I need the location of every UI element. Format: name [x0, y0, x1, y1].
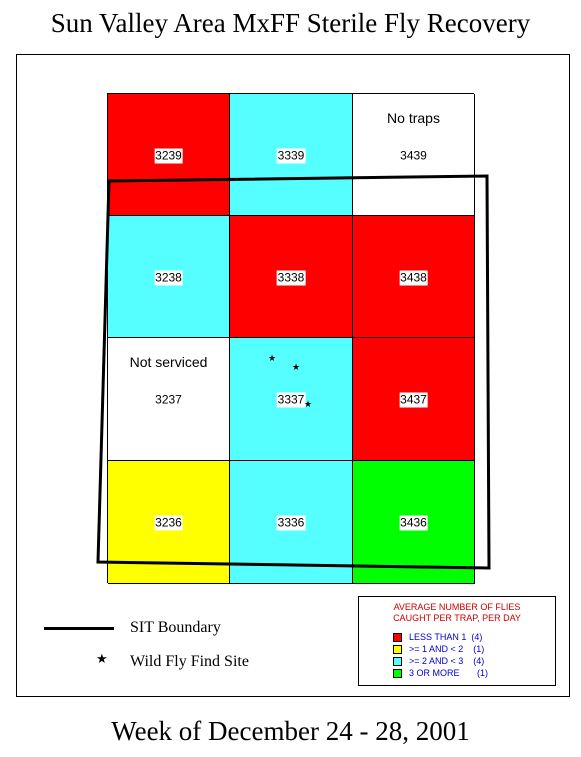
cell-id: 3237 — [155, 392, 182, 407]
grid-cell-3236: 3236 — [108, 461, 230, 584]
wild-fly-star-icon: ★ — [304, 399, 313, 409]
grid-cell-3436: 3436 — [353, 461, 475, 584]
cell-id: 3338 — [276, 270, 306, 286]
cell-id: 3438 — [399, 270, 428, 286]
cell-id: 3236 — [154, 515, 183, 531]
cell-id: 3238 — [154, 270, 183, 286]
legend-title-line1: AVERAGE NUMBER OF FLIES — [393, 602, 521, 612]
legend-swatch-green — [393, 669, 402, 678]
grid-cell-3238: 3238 — [108, 216, 230, 338]
legend-item-label: >= 1 AND < 2 (1) — [409, 644, 485, 654]
grid-cell-3439: No traps 3439 — [353, 94, 475, 216]
legend-swatch-yellow — [393, 645, 402, 654]
map-title: Sun Valley Area MxFF Sterile Fly Recover… — [50, 8, 531, 38]
cell-id: 3337 — [276, 392, 306, 408]
cell-note: No traps — [387, 110, 440, 126]
grid-cell-3239: 3239 — [108, 94, 230, 216]
grid-cell-3437: 3437 — [353, 338, 475, 461]
map-frame — [16, 54, 570, 697]
grid-cell-3339: 3339 — [230, 94, 353, 216]
grid-cell-3338: 3338 — [230, 216, 353, 338]
grid-cell-3237: Not serviced 3237 — [108, 338, 230, 461]
legend-swatch-cyan — [393, 657, 402, 666]
grid-cell-3438: 3438 — [353, 216, 475, 338]
trap-grid: 3239 3339 No traps 3439 3238 3338 3438 N… — [107, 93, 475, 584]
cell-id: 3339 — [276, 148, 306, 164]
cell-note: Not serviced — [129, 354, 208, 370]
cell-id: 3436 — [399, 515, 428, 531]
cell-id: 3439 — [400, 148, 427, 163]
legend-item-label: 3 OR MORE (1) — [409, 668, 489, 678]
wild-fly-key-star-icon: ★ — [96, 651, 108, 666]
grid-cell-3336: 3336 — [230, 461, 353, 584]
legend-item-label: LESS THAN 1 (4) — [409, 632, 483, 642]
sit-boundary-key-line — [44, 627, 114, 630]
legend-item: LESS THAN 1 (4) — [393, 632, 482, 643]
legend-item-label: >= 2 AND < 3 (4) — [409, 656, 485, 666]
legend-swatch-red — [393, 633, 402, 642]
wild-fly-star-icon: ★ — [292, 362, 301, 372]
cell-id: 3336 — [276, 515, 306, 531]
color-legend: AVERAGE NUMBER OF FLIES CAUGHT PER TRAP,… — [358, 596, 556, 686]
wild-fly-star-icon: ★ — [268, 353, 277, 363]
week-caption: Week of December 24 - 28, 2001 — [111, 716, 470, 746]
legend-item: 3 OR MORE (1) — [393, 668, 488, 679]
cell-id: 3437 — [399, 392, 428, 408]
sit-boundary-key-label: SIT Boundary — [130, 619, 221, 636]
legend-title-line2: CAUGHT PER TRAP, PER DAY — [393, 613, 521, 623]
grid-cell-3337: 3337 ★ ★ ★ — [230, 338, 353, 461]
legend-item: >= 2 AND < 3 (4) — [393, 656, 484, 667]
legend-item: >= 1 AND < 2 (1) — [393, 644, 484, 655]
cell-id: 3239 — [154, 148, 183, 164]
wild-fly-key-label: Wild Fly Find Site — [130, 653, 249, 670]
